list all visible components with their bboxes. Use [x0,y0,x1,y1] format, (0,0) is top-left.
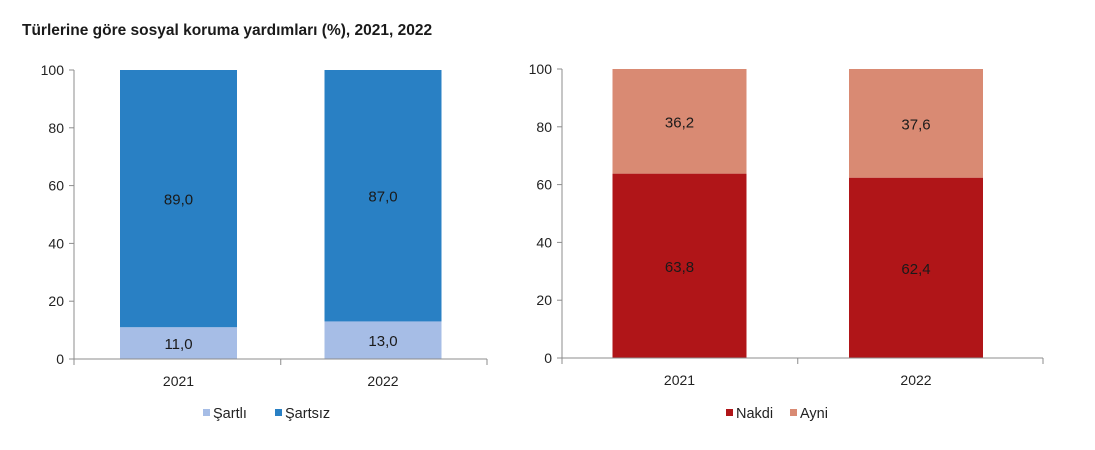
chart2-x-tick-label: 2021 [664,372,695,388]
chart2-legend-swatch-icon [726,409,733,416]
chart1-bar-Şartlı-2021 [120,327,237,359]
chart2-y-tick-label: 40 [536,234,552,250]
chart1-bar-Şartsız-2021 [120,70,237,328]
chart2-legend-label: Ayni [800,406,828,422]
chart2-y-tick-label: 60 [536,177,552,193]
chart2-data-label: 36,2 [665,114,694,131]
chart2-bar-Nakdi-2022 [849,177,983,358]
chart-title: Türlerine göre sosyal koruma yardımları … [22,22,433,39]
chart2-legend-label: Nakdi [736,406,773,422]
chart1-data-label: 11,0 [164,336,192,353]
chart1-y-tick-label: 40 [48,235,64,251]
chart2-y-tick-label: 20 [536,292,552,308]
chart2-bar-Ayni-2021 [612,69,747,174]
chart2-x-tick-label: 2022 [900,372,931,388]
chart2-data-label: 37,6 [901,116,930,133]
chart1-legend-label: Şartlı [213,406,247,422]
chart2-bar-Nakdi-2021 [612,173,747,358]
chart1-legend-swatch-icon [275,409,282,416]
chart2-y-tick-label: 100 [529,61,553,77]
chart2-legend-swatch-icon [790,409,797,416]
chart2-data-label: 63,8 [665,259,694,276]
chart1-data-label: 87,0 [368,189,397,206]
chart1-y-tick-label: 80 [48,120,64,136]
chart1-y-tick-label: 60 [48,178,64,194]
chart1-y-tick-label: 0 [56,351,64,367]
chart1-y-tick-label: 20 [48,293,64,309]
chart1-legend-label: Şartsız [285,406,330,422]
chart1-data-label: 89,0 [164,192,193,209]
chart2-data-label: 62,4 [901,261,930,278]
chart1-bar-Şartlı-2022 [324,321,442,359]
chart1-x-tick-label: 2022 [367,373,398,389]
chart2-y-tick-label: 0 [544,350,552,366]
chart2-bar-Ayni-2022 [849,69,983,178]
chart1-legend-swatch-icon [203,409,210,416]
chart2-y-tick-label: 80 [536,119,552,135]
chart1-bar-Şartsız-2022 [324,70,442,322]
chart1-data-label: 13,0 [368,333,397,350]
chart1-x-tick-label: 2021 [163,373,194,389]
chart1-y-tick-label: 100 [41,62,65,78]
